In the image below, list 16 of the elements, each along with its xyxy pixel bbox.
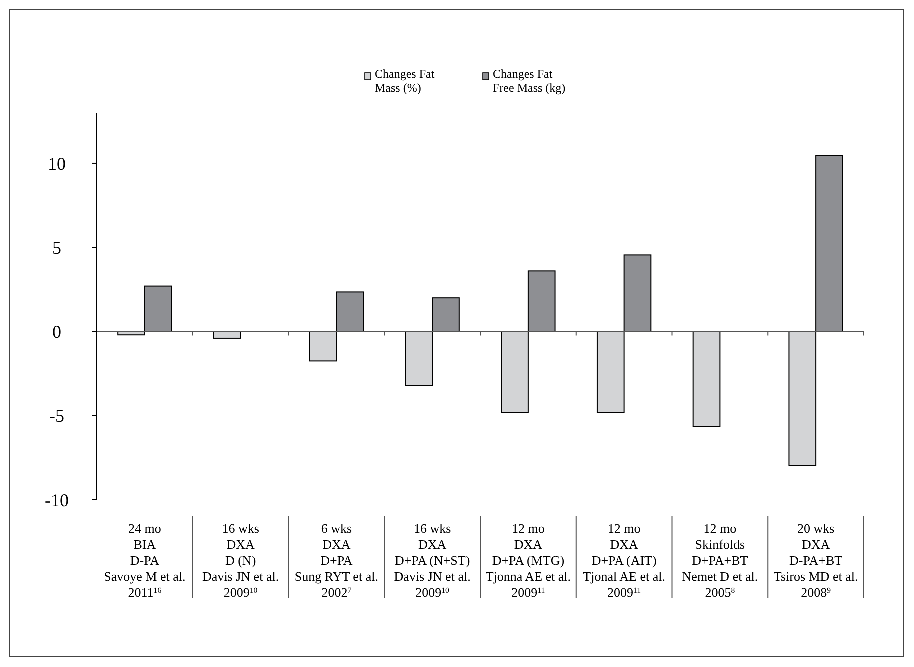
x-tick-label: 16 wks DXA D (N) Davis JN et al. 2009$^{10}$ — [202, 521, 280, 600]
y-tick-label: 0 — [52, 322, 62, 342]
x-tick-label: 12 mo DXA D+PA (MTG) Tjonna AE et al. 2009$^{11}$ — [486, 521, 572, 600]
x-tick-label: 24 mo BIA D-PA Savoye M et al. 2011$^{16}$ — [104, 521, 186, 600]
y-tick-label: 5 — [52, 238, 62, 258]
bar — [692, 331, 721, 428]
x-tick-label: 16 wks DXA D+PA (N+ST) Davis JN et al. 2009$^{10}$ — [394, 521, 471, 600]
x-tick-label: 12 mo Skinfolds D+PA+BT Nemet D et al. 2005$^{8}$ — [682, 521, 758, 600]
y-tick-label: -5 — [50, 406, 64, 426]
x-tick-label: 6 wks DXA D+PA Sung RYT et al. 2002$^{7}$ — [294, 521, 378, 600]
legend-label: Changes Fat Mass (%) — [375, 67, 436, 95]
legend-label: Changes Fat Free Mass (kg) — [493, 67, 566, 95]
y-tick-label: 10 — [48, 154, 66, 174]
x-tick-label: 20 wks DXA D-PA+BT Tsiros MD et al. 2008$^{9}$ — [774, 521, 858, 600]
y-tick-label: -10 — [45, 490, 69, 510]
x-tick-label: 12 mo DXA D+PA (AIT) Tjonal AE et al. 2009$^{11}$ — [583, 521, 666, 600]
